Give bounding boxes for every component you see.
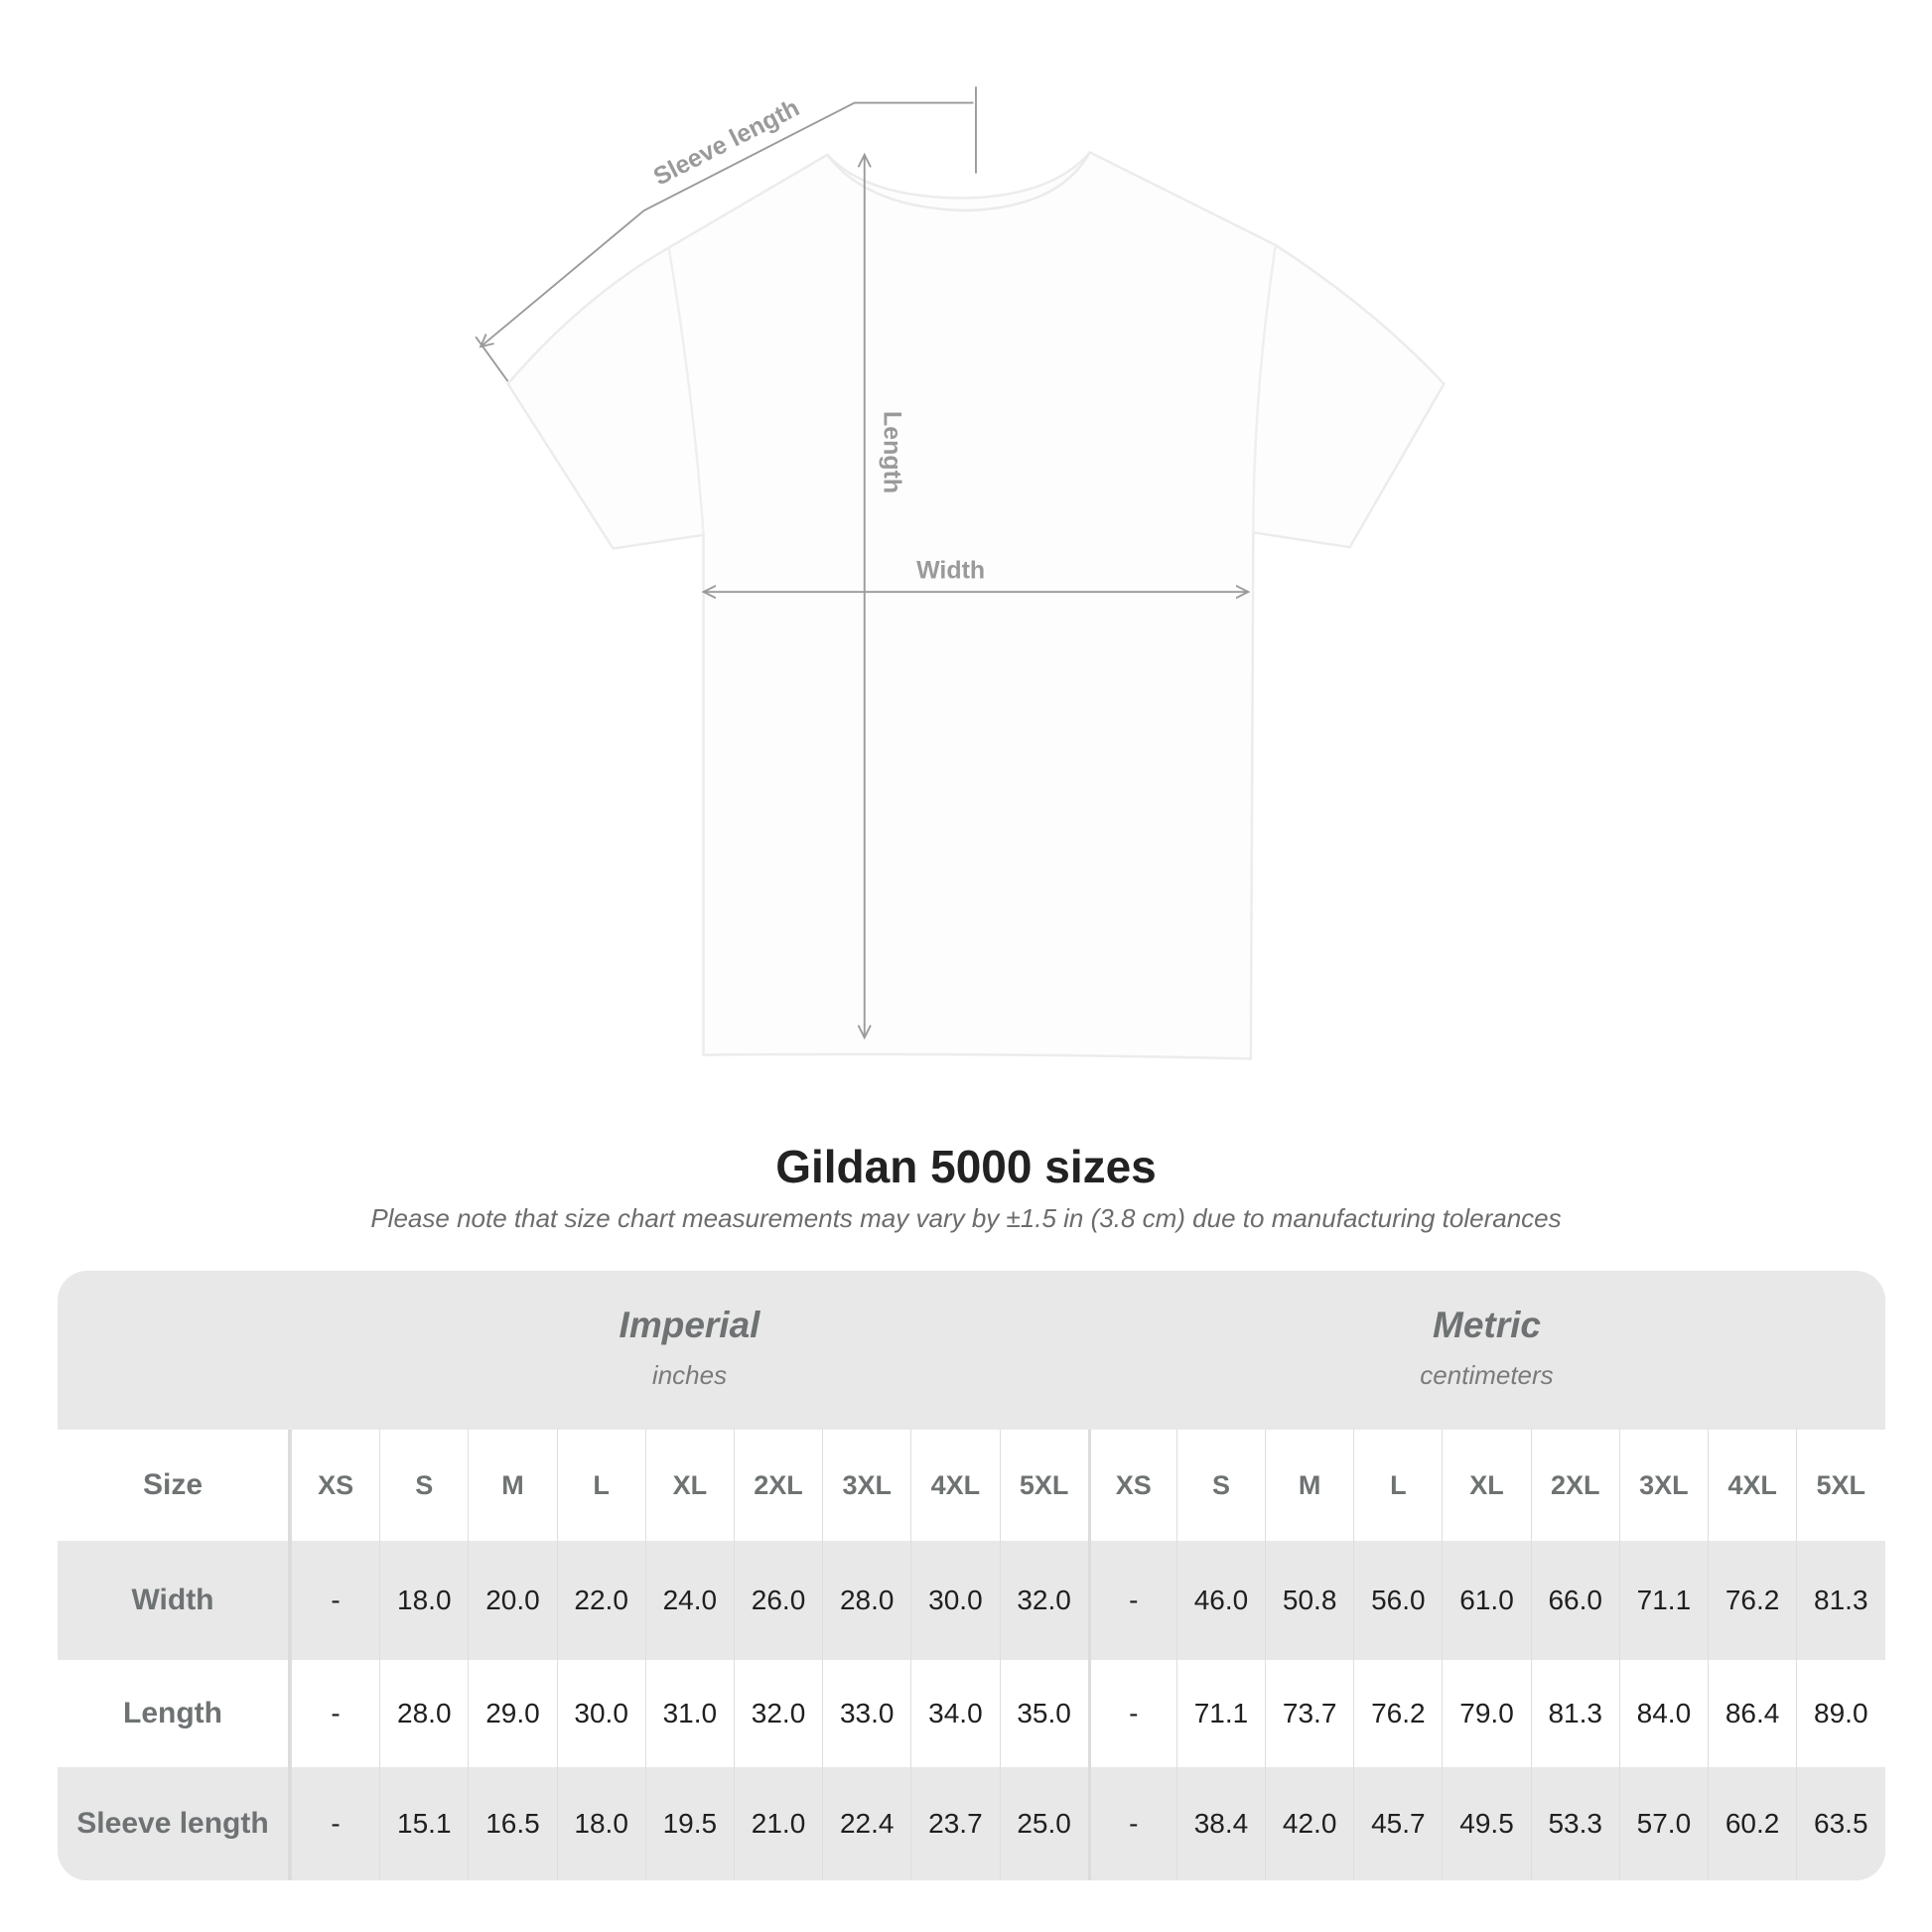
page-title: Gildan 5000 sizes: [775, 1141, 1157, 1192]
size-imperial-m: M: [468, 1430, 556, 1541]
imperial-title: Imperial: [619, 1305, 760, 1345]
size-imperial-2xl: 2XL: [733, 1430, 822, 1541]
metric-title: Metric: [1433, 1305, 1541, 1345]
size-imperial-l: L: [556, 1430, 645, 1541]
value-cell: 30.0: [556, 1660, 645, 1767]
tshirt-shape: [505, 150, 1446, 1060]
size-imperial-s: S: [379, 1430, 468, 1541]
metric-unit: centimeters: [1420, 1360, 1554, 1390]
imperial-unit: inches: [651, 1360, 728, 1390]
size-imperial-xl: XL: [644, 1430, 734, 1541]
size-metric-3xl: 3XL: [1618, 1430, 1708, 1541]
value-cell: 46.0: [1175, 1541, 1265, 1660]
value-cell: 71.1: [1618, 1541, 1708, 1660]
value-cell: 18.0: [379, 1541, 468, 1660]
value-cell: -: [1087, 1767, 1176, 1880]
value-cell: 73.7: [1265, 1660, 1353, 1767]
value-cell: 25.0: [999, 1767, 1088, 1880]
value-cell: 22.4: [822, 1767, 910, 1880]
value-cell: 18.0: [556, 1767, 645, 1880]
size-metric-l: L: [1353, 1430, 1442, 1541]
value-cell: 71.1: [1175, 1660, 1265, 1767]
size-table: Imperial inches Metric centimeters Size …: [58, 1271, 1885, 1880]
value-cell: 16.5: [468, 1767, 556, 1880]
size-metric-m: M: [1265, 1430, 1353, 1541]
value-cell: -: [1087, 1660, 1176, 1767]
value-cell: 20.0: [468, 1541, 556, 1660]
sleeve-length-arrow: [475, 86, 977, 382]
value-cell: -: [291, 1767, 379, 1880]
value-cell: -: [1087, 1541, 1176, 1660]
value-cell: 81.3: [1530, 1660, 1619, 1767]
value-cell: 33.0: [822, 1660, 910, 1767]
value-cell: 49.5: [1442, 1767, 1530, 1880]
value-cell: 32.0: [999, 1541, 1088, 1660]
value-cell: 45.7: [1353, 1767, 1442, 1880]
size-metric-xl: XL: [1442, 1430, 1530, 1541]
size-metric-xs: XS: [1087, 1430, 1176, 1541]
value-cell: 21.0: [733, 1767, 822, 1880]
value-cell: 53.3: [1530, 1767, 1619, 1880]
tshirt-diagram: Sleeve length Length Width: [475, 86, 1446, 1060]
value-cell: 23.7: [910, 1767, 999, 1880]
value-cell: 60.2: [1708, 1767, 1796, 1880]
value-cell: 61.0: [1442, 1541, 1530, 1660]
value-cell: 76.2: [1353, 1660, 1442, 1767]
value-cell: -: [291, 1541, 379, 1660]
value-cell: 22.0: [556, 1541, 645, 1660]
row-label: Sleeve length: [58, 1767, 291, 1880]
value-cell: 81.3: [1796, 1541, 1884, 1660]
value-cell: 24.0: [644, 1541, 734, 1660]
row-label: Length: [58, 1660, 291, 1767]
value-cell: 15.1: [379, 1767, 468, 1880]
table-row: Width -18.0 20.0 22.0 24.0 26.0 28.0 30.0 32.0-4…: [58, 1541, 1885, 1660]
value-cell: 26.0: [733, 1541, 822, 1660]
value-cell: 31.0: [644, 1660, 734, 1767]
value-cell: 19.5: [644, 1767, 734, 1880]
value-cell: 50.8: [1265, 1541, 1353, 1660]
value-cell: 57.0: [1618, 1767, 1708, 1880]
value-cell: 32.0: [733, 1660, 822, 1767]
value-cell: 29.0: [468, 1660, 556, 1767]
value-cell: 42.0: [1265, 1767, 1353, 1880]
value-cell: 89.0: [1796, 1660, 1884, 1767]
size-header-row: Size XS S M L XL 2XL 3XL 4XL 5XL XS S M L XL 2XL 3XL 4XL…: [58, 1430, 1885, 1541]
value-cell: 56.0: [1353, 1541, 1442, 1660]
tolerance-note: Please note that size chart measurements…: [370, 1203, 1562, 1233]
value-cell: 84.0: [1618, 1660, 1708, 1767]
size-metric-s: S: [1175, 1430, 1265, 1541]
size-imperial-3xl: 3XL: [822, 1430, 910, 1541]
sleeve-length-label: Sleeve length: [649, 93, 804, 191]
value-cell: 76.2: [1708, 1541, 1796, 1660]
value-cell: 86.4: [1708, 1660, 1796, 1767]
value-cell: 28.0: [822, 1541, 910, 1660]
size-imperial-xs: XS: [291, 1430, 379, 1541]
size-imperial-5xl: 5XL: [999, 1430, 1088, 1541]
value-cell: -: [291, 1660, 379, 1767]
value-cell: 35.0: [999, 1660, 1088, 1767]
size-metric-4xl: 4XL: [1708, 1430, 1796, 1541]
width-label: Width: [916, 556, 985, 584]
value-cell: 30.0: [910, 1541, 999, 1660]
value-cell: 34.0: [910, 1660, 999, 1767]
size-label: Size: [58, 1430, 291, 1541]
length-label: Length: [879, 411, 906, 493]
size-imperial-4xl: 4XL: [910, 1430, 999, 1541]
row-label: Width: [58, 1541, 291, 1660]
table-row: Length -28.0 29.0 30.0 31.0 32.0 33.0 34.0 35.0-…: [58, 1660, 1885, 1767]
table-row: Sleeve length -15.1 16.5 18.0 19.5 21.0 22.4 23…: [58, 1767, 1885, 1880]
value-cell: 28.0: [379, 1660, 468, 1767]
size-metric-2xl: 2XL: [1530, 1430, 1619, 1541]
size-metric-5xl: 5XL: [1796, 1430, 1884, 1541]
value-cell: 38.4: [1175, 1767, 1265, 1880]
metric-header: Metric centimeters: [1088, 1271, 1885, 1430]
value-cell: 63.5: [1796, 1767, 1884, 1880]
imperial-header: Imperial inches: [291, 1271, 1088, 1430]
value-cell: 79.0: [1442, 1660, 1530, 1767]
value-cell: 66.0: [1530, 1541, 1619, 1660]
